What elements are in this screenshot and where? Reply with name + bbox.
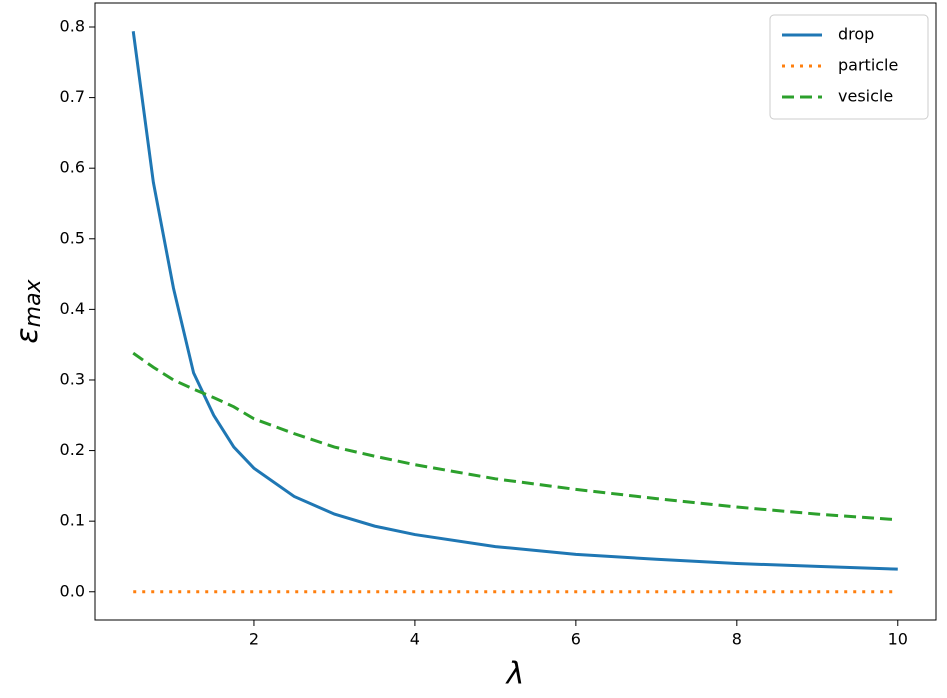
line-series bbox=[132, 351, 898, 522]
legend-label: particle bbox=[838, 56, 898, 75]
y-tick-label: 0.6 bbox=[60, 158, 85, 177]
x-tick-label: 6 bbox=[571, 630, 581, 649]
y-tick-label: 0.2 bbox=[60, 440, 85, 459]
legend-label: vesicle bbox=[838, 87, 893, 106]
y-tick-label: 0.7 bbox=[60, 87, 85, 106]
y-tick-label: 0.0 bbox=[60, 581, 85, 600]
legend-label: drop bbox=[838, 25, 874, 44]
x-tick-label: 4 bbox=[410, 630, 420, 649]
y-tick-label: 0.1 bbox=[60, 511, 85, 530]
y-tick-label: 0.4 bbox=[60, 299, 85, 318]
x-tick-label: 2 bbox=[249, 630, 259, 649]
y-tick-label: 0.3 bbox=[60, 369, 85, 388]
y-axis-label: εmax bbox=[10, 278, 47, 343]
x-axis-label: λ bbox=[505, 657, 525, 692]
line-series bbox=[131, 31, 898, 571]
y-tick-label: 0.8 bbox=[60, 17, 85, 36]
plot-frame bbox=[94, 2, 937, 621]
x-tick-label: 10 bbox=[888, 630, 908, 649]
y-axis-label-main: ε bbox=[10, 327, 45, 343]
legend-box bbox=[769, 14, 929, 120]
x-tick-label: 8 bbox=[732, 630, 742, 649]
y-tick-label: 0.5 bbox=[60, 228, 85, 247]
y-axis-label-sub: max bbox=[21, 278, 46, 327]
